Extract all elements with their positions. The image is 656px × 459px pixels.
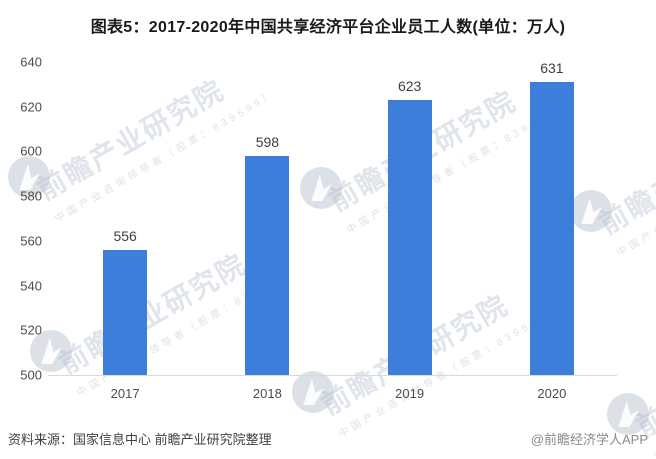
watermark-main-text: 前瞻产业研究院	[594, 108, 656, 240]
bar-2020	[529, 82, 574, 375]
watermark-bird-glyph	[19, 164, 40, 190]
qianzhan-bird-logo-icon	[570, 190, 612, 232]
watermark-sub-text: 中国产业咨询领导者（股票：839599）	[53, 88, 279, 226]
y-tick-label-580: 580	[20, 188, 42, 204]
y-tick-label-620: 620	[20, 99, 42, 115]
qianzhan-bird-logo-icon	[300, 167, 342, 209]
watermark-main-text: 前瞻产业研究院	[32, 74, 230, 206]
x-axis-label-2019: 2019	[395, 386, 425, 401]
x-axis-label-2018: 2018	[252, 386, 282, 401]
y-tick-label-600: 600	[20, 143, 42, 159]
value-label-2019: 623	[397, 78, 422, 94]
x-axis-label-2020: 2020	[537, 386, 567, 401]
watermark-sub-text: 中国产业咨询领导者（股票：839599）	[337, 303, 563, 441]
source-note: 资料来源：国家信息中心 前瞻产业研究院整理	[8, 432, 272, 447]
value-label-2020: 631	[540, 60, 564, 77]
watermark-bird-glyph	[581, 198, 602, 224]
y-tick-label-500: 500	[20, 367, 42, 383]
watermark-sub-text: 中国产业咨询领导者（股票：839599）	[652, 325, 656, 459]
y-tick-label-560: 560	[20, 233, 42, 249]
chart-title: 图表5：2017-2020年中国共享经济平台企业员工人数(单位：万人)	[90, 19, 566, 36]
watermark-bird-glyph	[41, 338, 62, 364]
watermark-bird-glyph	[311, 175, 332, 201]
watermark-bird-glyph	[618, 401, 639, 427]
x-axis-label-2017: 2017	[110, 386, 140, 401]
watermark-sub-text: 中国产业咨询领导者（股票：839599）	[615, 122, 656, 260]
value-label-2018: 598	[255, 133, 280, 150]
watermark-bird-glyph	[303, 379, 324, 405]
bar-2018	[245, 155, 290, 375]
bar-2019	[387, 100, 432, 375]
y-tick-label-540: 540	[20, 278, 42, 294]
credit-note: @前瞻经济学人APP	[530, 432, 648, 447]
watermark-main-text: 前瞻产业研究院	[631, 311, 656, 443]
bar-2017	[103, 249, 148, 375]
value-label-2017: 556	[113, 227, 137, 244]
x-axis-line	[48, 375, 617, 376]
y-tick-label-640: 640	[20, 54, 42, 70]
y-tick-label-520: 520	[20, 322, 42, 338]
